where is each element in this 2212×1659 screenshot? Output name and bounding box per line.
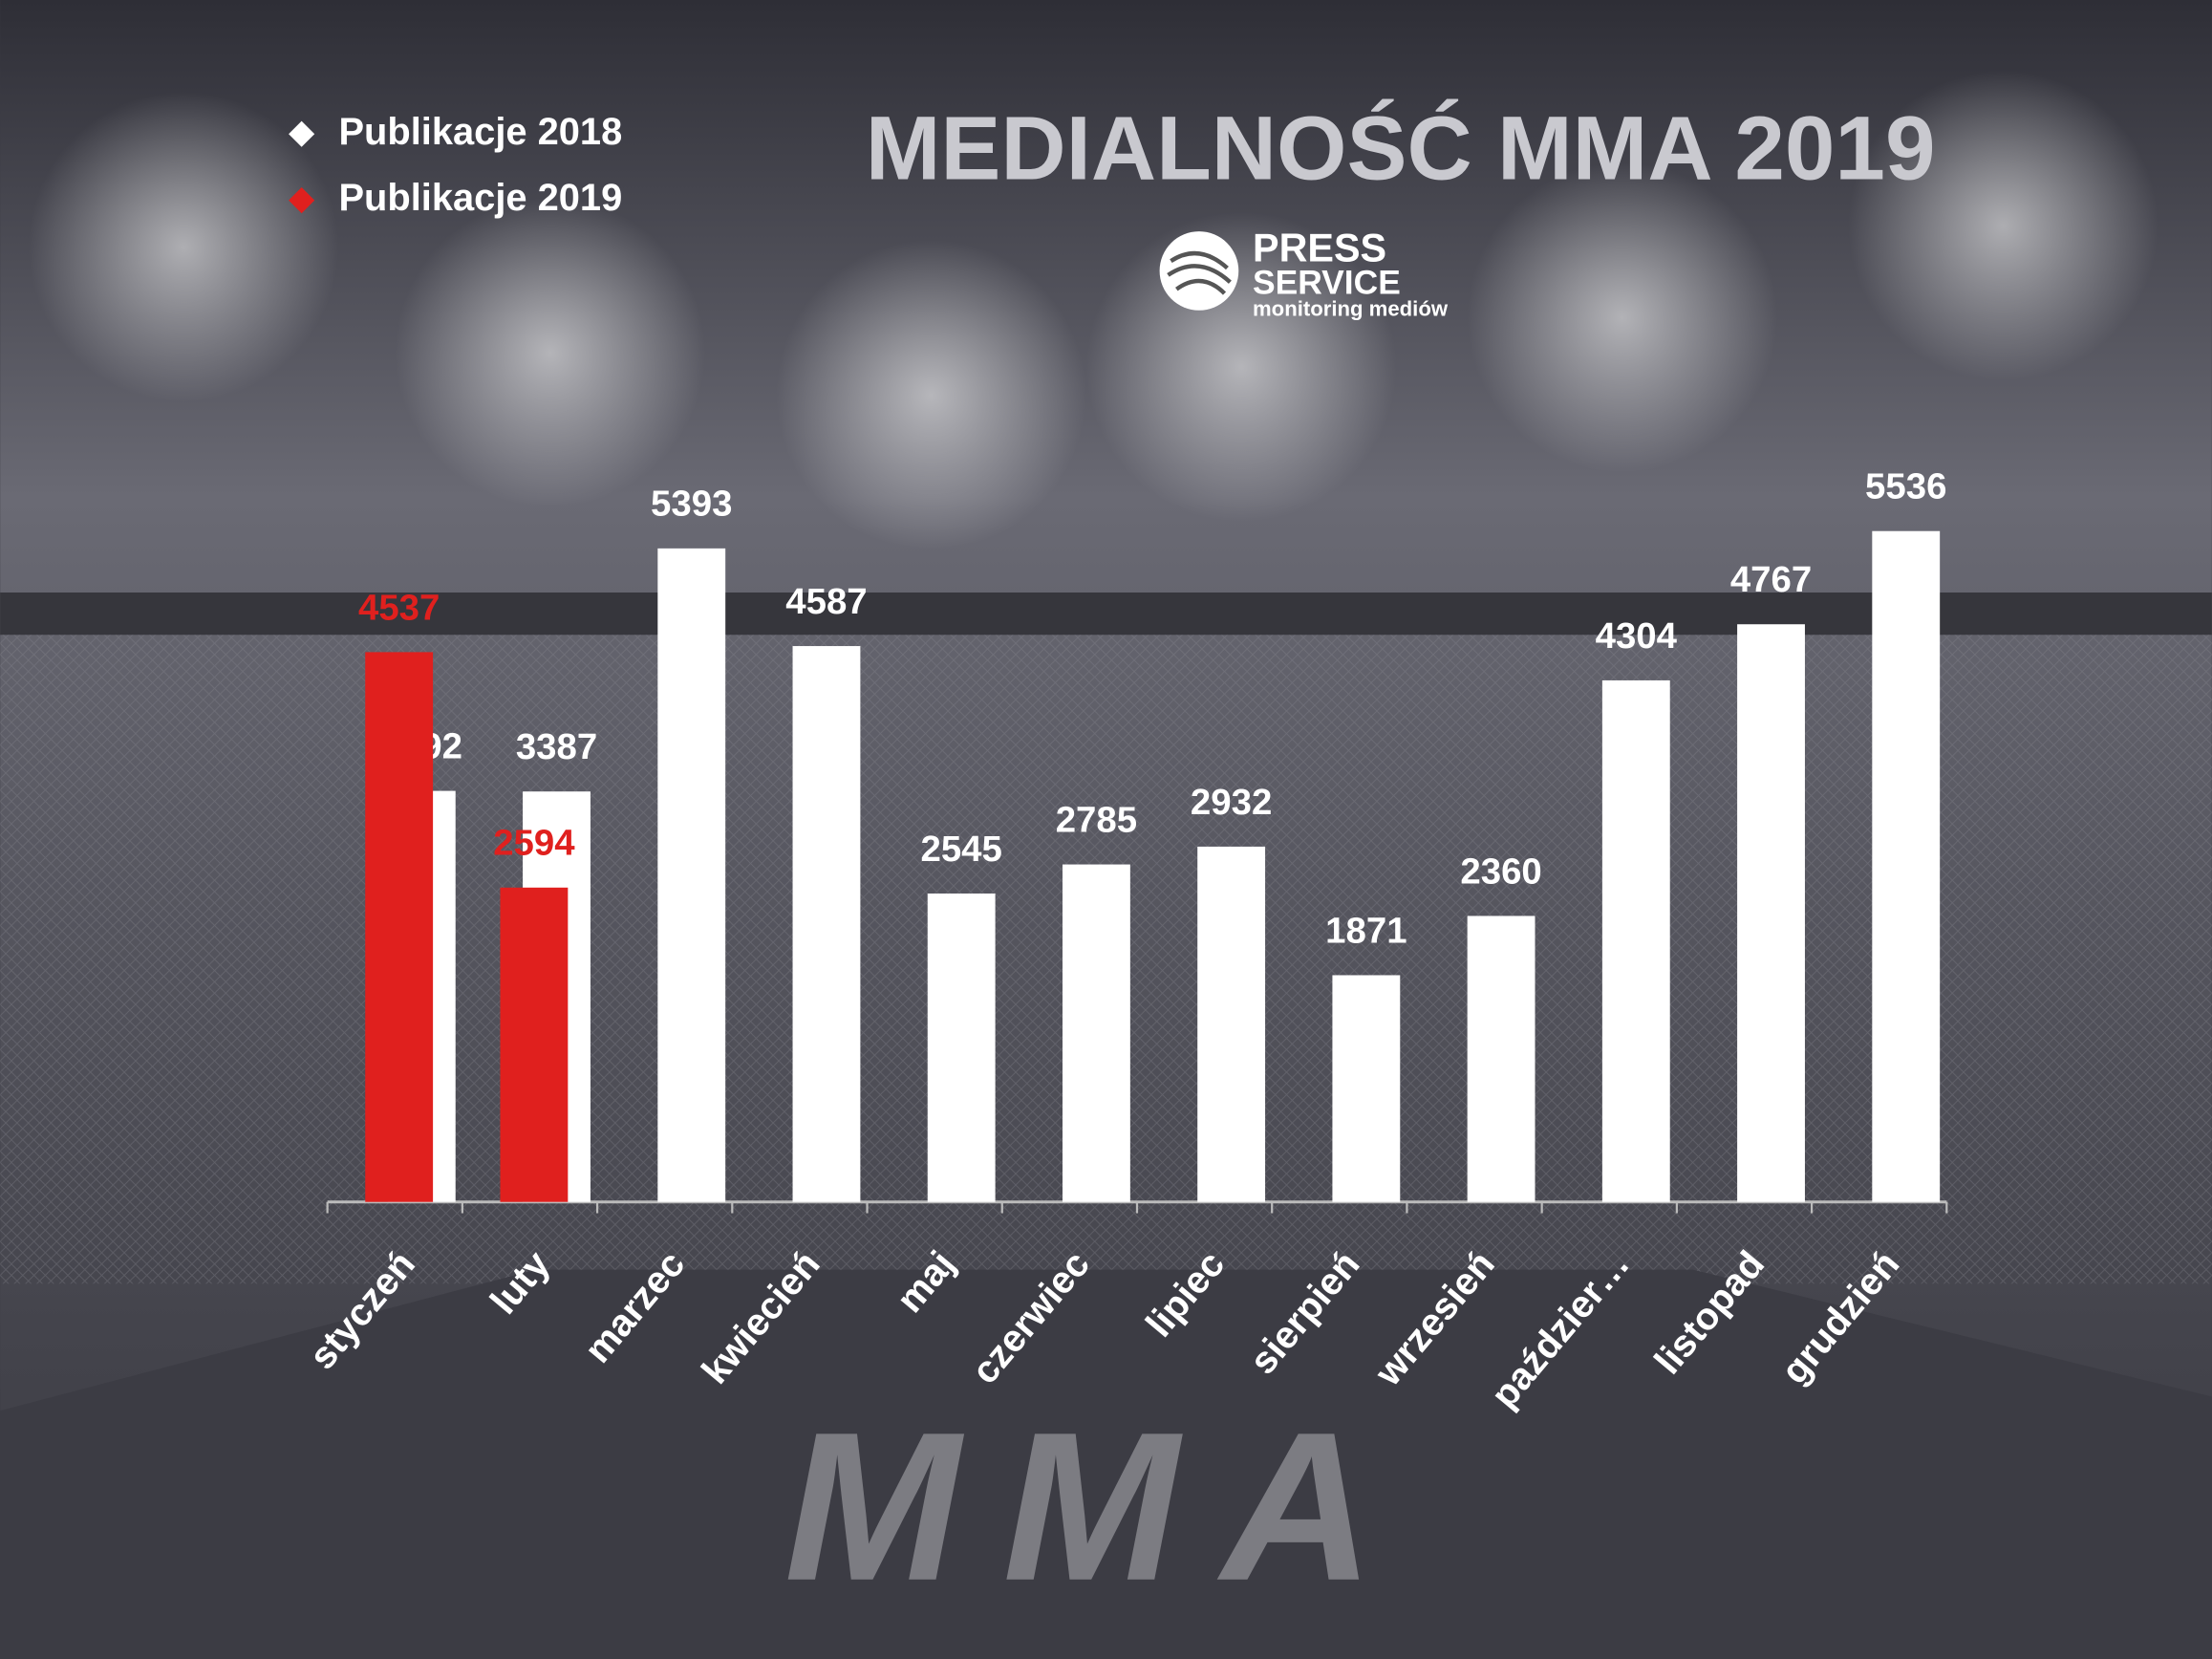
legend-swatch xyxy=(289,120,315,147)
spotlights xyxy=(28,70,2158,550)
value-label: 3387 xyxy=(516,726,597,767)
bar xyxy=(1197,846,1266,1202)
bar xyxy=(1332,975,1401,1202)
value-label: 2785 xyxy=(1056,799,1137,840)
bar xyxy=(927,893,996,1202)
legend-label: Publikacje 2019 xyxy=(338,177,622,219)
logo-text: SERVICE xyxy=(1253,264,1401,302)
value-label: 5536 xyxy=(1865,466,1946,507)
logo: PRESS SERVICE monitoring mediów xyxy=(1159,226,1449,321)
bar xyxy=(1062,864,1130,1202)
bar xyxy=(1467,916,1536,1202)
value-label: 2545 xyxy=(921,829,1002,870)
bar xyxy=(1737,624,1805,1202)
logo-text: PRESS xyxy=(1253,226,1386,270)
value-label: 2360 xyxy=(1460,851,1541,892)
value-label: 4767 xyxy=(1730,559,1812,600)
legend-label: Publikacje 2018 xyxy=(338,111,622,153)
value-label: 4304 xyxy=(1596,615,1678,657)
value-label: 1871 xyxy=(1325,910,1407,951)
cage-rail xyxy=(0,592,2212,636)
bar xyxy=(365,652,434,1202)
value-label: 4537 xyxy=(358,587,440,628)
value-label: 5393 xyxy=(651,484,732,525)
value-label: 2932 xyxy=(1191,782,1272,823)
chart-title: MEDIALNOŚĆ MMA 2019 xyxy=(866,97,1936,199)
floor-logo: MMA xyxy=(784,1389,1417,1625)
bar xyxy=(792,646,861,1202)
bar xyxy=(1601,679,1670,1202)
floor xyxy=(0,1269,2212,1659)
bar xyxy=(1872,530,1941,1202)
value-label: 2594 xyxy=(493,823,575,864)
logo-tagline: monitoring mediów xyxy=(1253,297,1449,321)
value-label: 4587 xyxy=(785,581,867,622)
bar xyxy=(500,887,569,1202)
legend-swatch xyxy=(289,187,315,214)
bar xyxy=(657,548,726,1202)
